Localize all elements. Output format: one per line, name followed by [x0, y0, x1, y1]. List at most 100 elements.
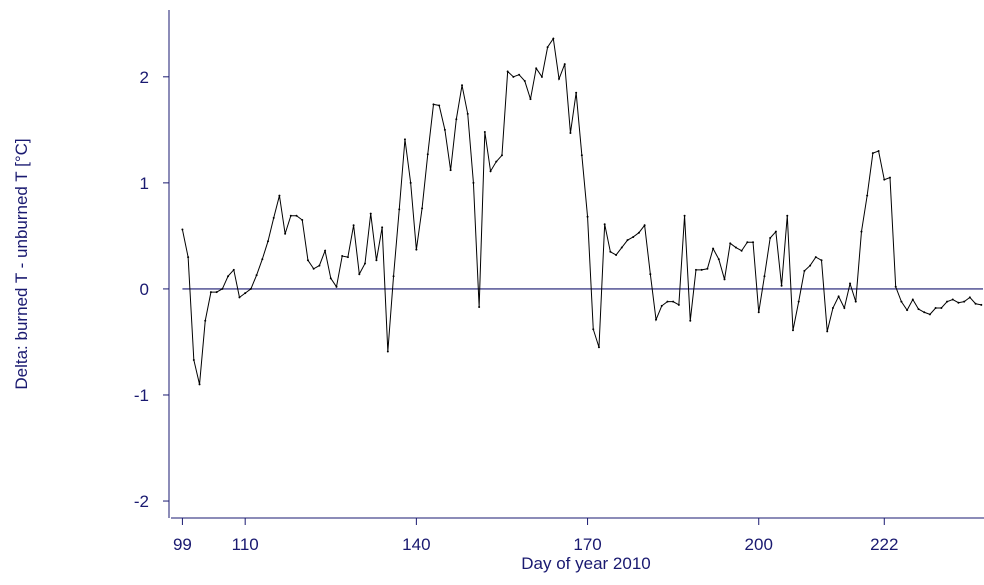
data-point — [495, 160, 498, 163]
data-point — [763, 275, 766, 278]
data-point — [324, 249, 327, 252]
data-point — [860, 230, 863, 233]
data-point — [940, 307, 943, 310]
data-point — [826, 330, 829, 333]
data-point — [871, 152, 874, 155]
data-point — [780, 284, 783, 287]
data-point — [295, 214, 298, 217]
data-line — [181, 37, 982, 385]
data-point — [461, 84, 464, 87]
data-point — [272, 216, 275, 219]
x-tick-label: 170 — [573, 535, 601, 554]
x-tick-label: 99 — [173, 535, 192, 554]
y-tick-label: 2 — [140, 68, 149, 87]
data-point — [209, 291, 212, 294]
data-point — [963, 300, 966, 303]
data-point — [512, 75, 515, 78]
data-point — [575, 91, 578, 94]
data-point — [729, 242, 732, 245]
data-point — [980, 303, 983, 306]
data-point — [968, 296, 971, 299]
data-point — [187, 256, 190, 259]
data-point — [375, 259, 378, 262]
data-point — [911, 298, 914, 301]
data-point — [335, 285, 338, 288]
data-point — [626, 239, 629, 242]
data-point — [883, 178, 886, 181]
data-point — [278, 194, 281, 197]
y-axis-label: Delta: burned T - unburned T [°C] — [12, 138, 31, 389]
data-point — [746, 241, 749, 244]
y-tick-label: -1 — [134, 386, 149, 405]
data-point — [312, 267, 315, 270]
data-point — [358, 273, 361, 276]
data-point — [318, 264, 321, 267]
data-point — [426, 153, 429, 156]
data-point — [791, 329, 794, 332]
data-point — [398, 208, 401, 211]
data-point — [261, 258, 264, 261]
data-point — [552, 37, 555, 40]
data-point — [769, 237, 772, 240]
data-point — [540, 75, 543, 78]
data-point — [712, 247, 715, 250]
x-tick-label: 140 — [402, 535, 430, 554]
data-point — [877, 150, 880, 153]
data-point — [837, 295, 840, 298]
data-point — [951, 298, 954, 301]
data-point — [694, 268, 697, 271]
data-point — [392, 275, 395, 278]
data-point — [820, 259, 823, 262]
y-tick-label: 0 — [140, 280, 149, 299]
x-tick-label: 222 — [870, 535, 898, 554]
data-point — [906, 309, 909, 312]
data-point — [301, 218, 304, 221]
data-point — [249, 287, 252, 290]
y-tick-label: -2 — [134, 492, 149, 511]
data-point — [232, 268, 235, 271]
data-point — [346, 256, 349, 259]
data-point — [683, 214, 686, 217]
data-point — [672, 300, 675, 303]
data-point — [700, 268, 703, 271]
data-point — [580, 154, 583, 157]
data-point — [421, 207, 424, 210]
data-point — [923, 311, 926, 314]
data-point — [677, 303, 680, 306]
data-point — [660, 304, 663, 307]
data-point — [432, 103, 435, 106]
data-point — [255, 274, 258, 277]
data-point — [809, 264, 812, 267]
data-point — [797, 300, 800, 303]
data-point — [523, 80, 526, 83]
data-point — [267, 240, 270, 243]
x-axis-label: Day of year 2010 — [521, 554, 650, 573]
data-point — [957, 301, 960, 304]
x-tick-label: 110 — [232, 535, 259, 554]
data-point — [786, 214, 789, 217]
data-point — [478, 305, 481, 308]
data-point — [369, 212, 372, 215]
data-point — [546, 46, 549, 49]
data-point — [717, 258, 720, 261]
data-point — [466, 112, 469, 115]
data-point — [620, 246, 623, 249]
data-point — [403, 138, 406, 141]
data-point — [946, 300, 949, 303]
data-point — [364, 262, 367, 265]
data-point — [723, 278, 726, 281]
data-point — [198, 383, 201, 386]
data-point — [518, 73, 521, 76]
data-point — [341, 255, 344, 258]
data-point — [449, 169, 452, 172]
data-point — [415, 248, 418, 251]
data-point — [655, 318, 658, 321]
data-point — [506, 70, 509, 73]
data-point — [455, 118, 458, 121]
data-point — [706, 267, 709, 270]
data-point — [586, 215, 589, 218]
data-point — [974, 302, 977, 305]
data-point — [849, 282, 852, 285]
data-point — [866, 194, 869, 197]
data-point — [238, 296, 241, 299]
